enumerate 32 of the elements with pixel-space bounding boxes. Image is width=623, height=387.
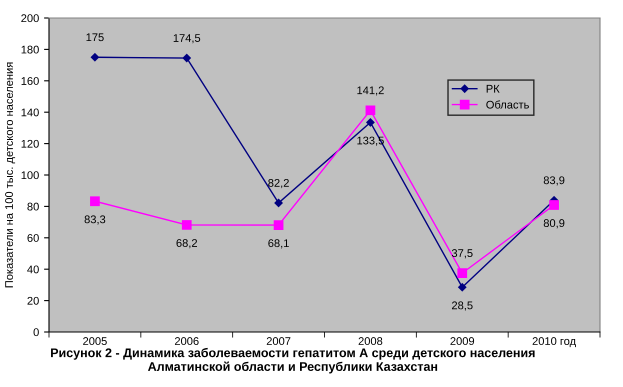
legend-label: Область [486, 100, 529, 109]
x-tick-label: 2008 [358, 337, 382, 346]
y-tick-label: 40 [27, 265, 39, 274]
y-tick-label: 0 [34, 328, 39, 336]
y-tick-label: 60 [27, 234, 39, 242]
data-label: 68,2 [176, 239, 198, 248]
x-tick-label: 2005 [83, 337, 107, 346]
data-label: 175 [86, 33, 104, 42]
data-label: 174,5 [174, 34, 200, 44]
data-label: 141,2 [357, 86, 384, 96]
x-tick-label: 2006 [174, 337, 199, 346]
y-tick-label: 160 [22, 77, 39, 85]
data-label: 68,1 [268, 239, 289, 248]
y-tick-label: 140 [22, 108, 39, 116]
data-label: 82,2 [268, 178, 289, 188]
data-label: 83,9 [544, 176, 564, 186]
data-label: 28,5 [452, 301, 473, 311]
y-tick-label: 100 [22, 171, 39, 180]
y-tick-label: 120 [22, 140, 39, 148]
y-tick-label: 20 [27, 296, 39, 305]
x-tick-label: 2009 [450, 337, 474, 346]
data-label: 80,9 [544, 219, 564, 228]
data-label: 37,5 [452, 249, 473, 258]
y-axis-title: Показатели на 100 тыс. детского населения [5, 62, 16, 288]
y-tick-label: 200 [21, 14, 39, 22]
text: Рисунок 2 - Динамика заболеваемости гепатитом А среди детского населения Алматинской области и Республики Казахстан [51, 348, 535, 374]
x-tick-label: 2007 [266, 337, 290, 346]
y-tick-label: 180 [22, 46, 39, 54]
legend-label: РК [486, 84, 500, 93]
x-tick-label: 2010 год [532, 337, 576, 348]
data-label: 83,3 [84, 215, 106, 225]
y-tick-label: 80 [27, 202, 39, 211]
